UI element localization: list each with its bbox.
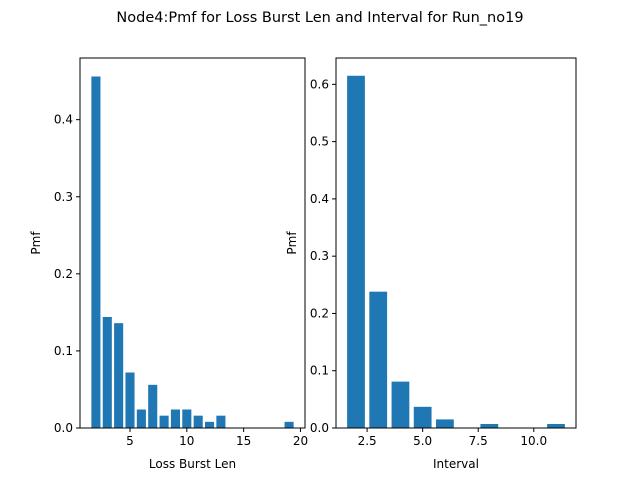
right-bar-2 [347, 75, 365, 428]
right-x-tick-label-0: 2.5 [358, 434, 377, 448]
left-axes-frame [79, 57, 306, 429]
right-y-tick-label-4: 0.4 [310, 192, 329, 206]
left-bar-10 [182, 409, 192, 428]
left-x-tick-label-2: 15 [236, 434, 251, 448]
left-y-tick-label-4: 0.4 [54, 113, 73, 127]
left-bar-12 [205, 421, 215, 428]
left-bar-7 [148, 384, 158, 428]
right-y-tick-label-1: 0.1 [310, 364, 329, 378]
right-x-tick-label-2: 7.5 [469, 434, 488, 448]
left-y-tick-label-1: 0.1 [54, 344, 73, 358]
right-x-tick-label-3: 10.0 [520, 434, 547, 448]
left-bar-4 [114, 323, 124, 428]
right-chart-interval: 2.5 5.0 7.5 10.0 0.0 0.1 0.2 0.3 0.4 0.5 0.6 Interv… [285, 57, 577, 471]
figure-suptitle: Node4:Pmf for Loss Burst Len and Interva… [116, 10, 523, 26]
right-bar-3 [369, 291, 388, 428]
left-x-tick-label-3: 20 [293, 434, 308, 448]
left-bar-9 [170, 409, 180, 428]
left-y-axis-label: Pmf [29, 231, 43, 255]
right-bar-8 [480, 423, 499, 428]
right-y-tick-label-3: 0.3 [310, 249, 329, 263]
right-y-tick-label-0: 0.0 [310, 421, 329, 435]
right-y-tick-label-2: 0.2 [310, 306, 329, 320]
right-bar-4 [391, 381, 410, 428]
right-y-tick-label-6: 0.6 [310, 77, 329, 91]
left-bar-2 [91, 76, 101, 428]
left-x-tick-label-0: 5 [126, 434, 134, 448]
right-y-tick-label-5: 0.5 [310, 135, 329, 149]
left-y-tick-label-0: 0.0 [54, 421, 73, 435]
left-y-tick-label-3: 0.3 [54, 190, 73, 204]
left-bar-13 [216, 415, 226, 428]
right-x-axis-label: Interval [433, 457, 479, 471]
left-bar-8 [159, 415, 169, 428]
right-axes-frame [335, 57, 577, 429]
left-x-axis-label: Loss Burst Len [149, 457, 236, 471]
right-bar-6 [436, 419, 454, 428]
right-bar-5 [413, 406, 432, 428]
left-chart-loss-burst-len: 5 10 15 20 0.0 0.1 0.2 0.3 0.4 Loss Burst Len Pmf [29, 57, 308, 471]
right-x-tick-label-1: 5.0 [413, 434, 432, 448]
left-y-tick-label-2: 0.2 [54, 267, 73, 281]
left-bar-6 [136, 409, 146, 428]
left-bar-3 [102, 317, 112, 428]
right-bar-11 [547, 423, 565, 428]
left-x-tick-label-1: 10 [179, 434, 194, 448]
left-bar-19 [284, 421, 294, 428]
left-bar-5 [125, 372, 135, 428]
left-bar-11 [193, 415, 203, 428]
right-y-axis-label: Pmf [285, 231, 299, 255]
